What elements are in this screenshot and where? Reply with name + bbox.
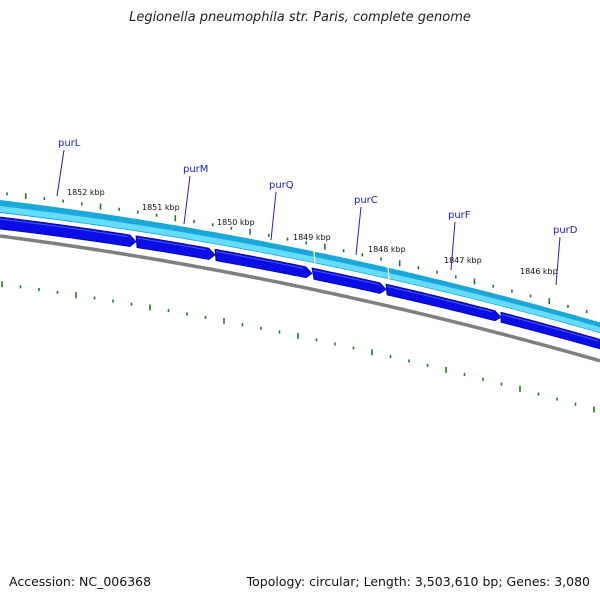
- gene-leader-line: [555, 236, 561, 286]
- feature-band-inner: [0, 206, 600, 333]
- gene-label-purL: purL: [58, 138, 81, 149]
- gene-label-purF: purF: [448, 210, 471, 221]
- band-separator: [313, 250, 316, 265]
- gene-leader-line: [270, 191, 277, 241]
- cds-arrow-highlight: [215, 250, 304, 269]
- gene-label-purD: purD: [553, 225, 578, 236]
- gene-leader-line: [183, 175, 191, 225]
- tick-layer: [1, 192, 595, 413]
- scale-label: 1847 kbp: [444, 256, 482, 265]
- scale-label: 1849 kbp: [293, 233, 331, 242]
- cds-arrow-highlight: [312, 269, 380, 286]
- cds-arrow-highlight: [386, 285, 493, 313]
- cds-arrow-2: [135, 235, 216, 260]
- cds-arrow-3: [214, 248, 313, 279]
- cds-arrow-layer: [0, 216, 600, 350]
- label-layer: 1852 kbp 1851 kbp 1850 kbp 1849 kbp 1848 kbp…: [56, 138, 578, 286]
- scale-label: 1846 kbp: [520, 267, 558, 276]
- scale-label: 1852 kbp: [67, 188, 105, 197]
- backbone-line: [0, 234, 600, 363]
- cds-arrow-1: [0, 216, 137, 247]
- gene-label-purM: purM: [183, 164, 208, 175]
- gene-label-purQ: purQ: [269, 180, 294, 191]
- scale-label: 1851 kbp: [142, 203, 180, 212]
- band-separator: [387, 266, 390, 281]
- band-layer: [0, 200, 600, 363]
- cds-arrow-highlight: [0, 218, 129, 238]
- scale-label: 1848 kbp: [368, 245, 406, 254]
- gene-label-purC: purC: [354, 195, 378, 206]
- cds-arrow-highlight: [136, 237, 207, 251]
- scale-label: 1850 kbp: [217, 218, 255, 227]
- gene-leader-line: [450, 221, 456, 271]
- gene-leader-line: [56, 149, 65, 197]
- gene-leader-line: [355, 206, 362, 256]
- map-title: Legionella pneumophila str. Paris, compl…: [129, 10, 471, 25]
- topology-label: Topology: circular; Length: 3,503,610 bp…: [246, 574, 590, 589]
- cds-arrow-6: [500, 311, 600, 350]
- cds-arrow-highlight: [501, 314, 599, 342]
- feature-band-outer: [0, 200, 600, 334]
- accession-label: Accession: NC_006368: [9, 574, 152, 589]
